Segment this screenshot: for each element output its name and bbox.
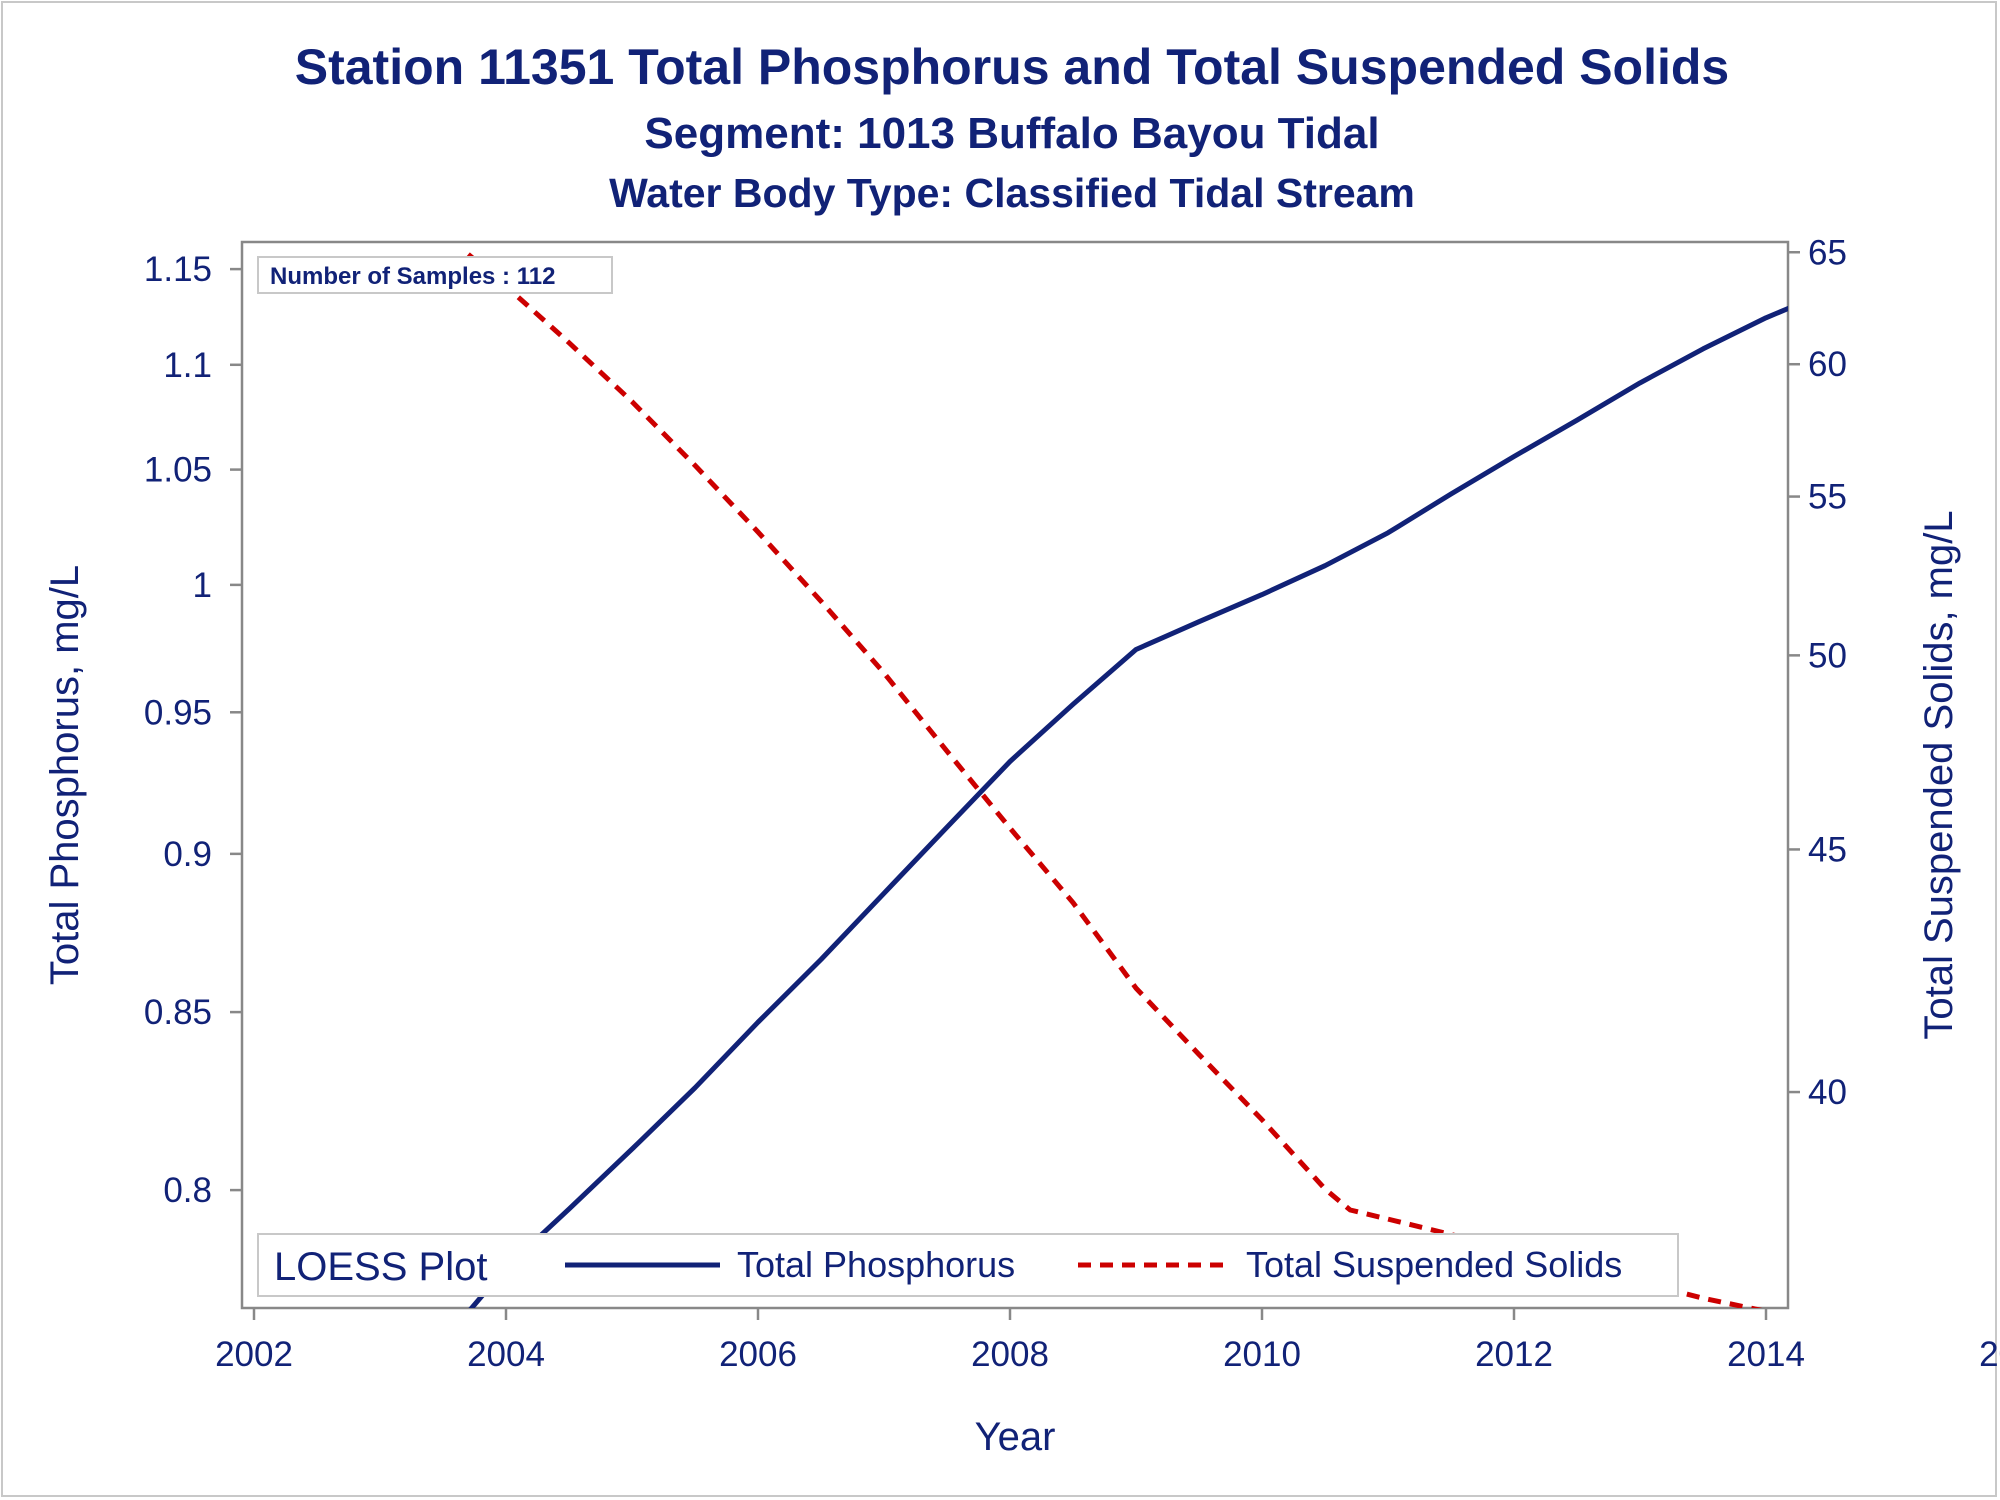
legend-label-total-phosphorus: Total Phosphorus [737, 1244, 1015, 1285]
y-tick-label-1-1: 1.1 [163, 346, 212, 385]
x-tick-label-2014: 2014 [1727, 1335, 1805, 1374]
y2-tick-label-65: 65 [1808, 233, 1847, 272]
y-axis-ticks: 0.8 0.85 0.9 0.95 1 1.05 1.1 1.15 [144, 250, 242, 1210]
x-tick-label-2004: 2004 [467, 1335, 545, 1374]
y2-tick-label-40: 40 [1808, 1073, 1847, 1112]
y-tick-label-0-8: 0.8 [163, 1171, 212, 1210]
plot-area [240, 240, 1790, 1310]
y-tick-label-1-15: 1.15 [144, 250, 212, 289]
y2-tick-label-60: 60 [1808, 345, 1847, 384]
x-tick-label-2010: 2010 [1223, 1335, 1301, 1374]
chart-subtitle-water-body: Water Body Type: Classified Tidal Stream [609, 170, 1415, 216]
y-axis-title: Total Phosphorus, mg/L [43, 565, 87, 985]
legend-box [257, 1233, 1679, 1297]
y2-axis-title: Total Suspended Solids, mg/L [1917, 510, 1961, 1039]
x-tick-label-2006: 2006 [719, 1335, 797, 1374]
y2-axis-ticks: 40 45 50 55 60 65 [1788, 233, 1847, 1112]
y2-tick-label-45: 45 [1808, 830, 1847, 869]
y-tick-label-1: 1 [193, 566, 212, 605]
x-tick-label-2008: 2008 [971, 1335, 1049, 1374]
x-axis-ticks: 2002 2004 2006 2008 2010 2012 2014 2016 [215, 1308, 2000, 1374]
x-axis-title: Year [975, 1415, 1056, 1459]
y-tick-label-0-85: 0.85 [144, 993, 212, 1032]
legend-title: LOESS Plot [274, 1245, 487, 1289]
legend-label-total-suspended-solids: Total Suspended Solids [1246, 1244, 1622, 1285]
y2-tick-label-50: 50 [1808, 636, 1847, 675]
series-layer [466, 252, 1788, 1308]
chart-title: Station 11351 Total Phosphorus and Total… [295, 39, 1729, 95]
samples-inset-box [257, 256, 613, 294]
series-line-total-phosphorus [468, 305, 1788, 1308]
series-line-total-suspended-solids [466, 252, 1763, 1308]
y-tick-label-1-05: 1.05 [144, 451, 212, 490]
samples-inset-text: Number of Samples : 112 [270, 263, 555, 290]
y2-tick-label-55: 55 [1808, 478, 1847, 517]
x-tick-label-2002: 2002 [215, 1335, 293, 1374]
y-tick-label-0-9: 0.9 [163, 835, 212, 874]
y-tick-label-0-95: 0.95 [144, 693, 212, 732]
x-tick-label-2012: 2012 [1475, 1335, 1553, 1374]
chart-subtitle: Segment: 1013 Buffalo Bayou Tidal [644, 109, 1379, 158]
x-tick-label-2016: 2016 [1979, 1335, 2000, 1374]
